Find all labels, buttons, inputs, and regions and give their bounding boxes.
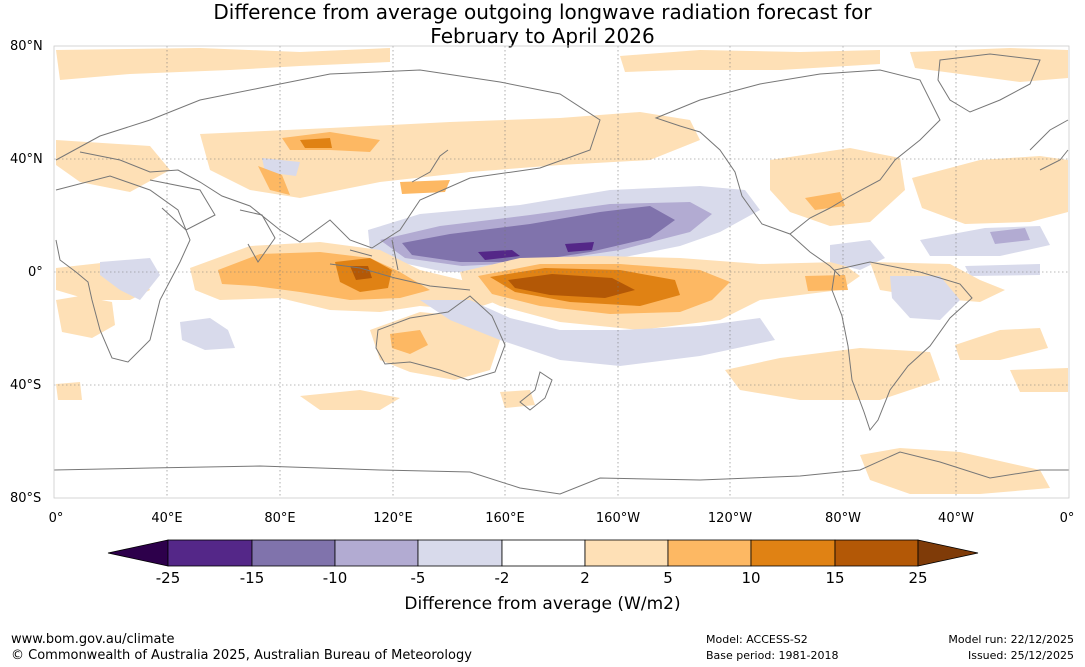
anomaly-region <box>56 48 390 80</box>
anomaly-region <box>912 156 1068 224</box>
colorbar-tick-label: 2 <box>580 569 590 587</box>
colorbar-bin-minus10 <box>334 539 419 567</box>
footer-base-period: Base period: 1981-2018 <box>706 649 839 662</box>
lat-label-40n: 40°N <box>10 152 43 167</box>
colorbar-tick-label: 15 <box>825 569 845 587</box>
lon-label-160w: 160°W <box>595 511 641 526</box>
title-line-1: Difference from average outgoing longwav… <box>213 0 872 24</box>
anomaly-region <box>910 48 1068 82</box>
anomaly-region <box>56 140 170 192</box>
anomaly-region <box>1010 368 1068 392</box>
lat-label-80s: 80°S <box>10 491 42 506</box>
lon-label-80e: 80°E <box>264 511 296 526</box>
map-frame <box>53 45 1070 499</box>
colorbar-bin-minus15 <box>251 539 336 567</box>
anomaly-region <box>420 300 775 366</box>
anomaly-region <box>620 50 880 72</box>
coastline-india <box>239 209 276 263</box>
anomaly-region <box>990 228 1030 244</box>
colorbar-tick-label: -25 <box>155 569 181 587</box>
lon-label-160e: 160°E <box>485 511 525 526</box>
lon-label-120e: 120°E <box>373 511 413 526</box>
anomaly-region <box>400 180 450 194</box>
lat-label-40s: 40°S <box>10 378 42 393</box>
coastline-greenland <box>937 53 1041 113</box>
anomaly-region <box>890 276 960 320</box>
lon-label-40w: 40°W <box>938 511 974 526</box>
anomaly-region <box>56 296 115 338</box>
colorbar-bin-5 <box>667 539 752 567</box>
coastlines <box>54 53 1069 495</box>
coastline-indonesia <box>329 239 471 291</box>
coastline-japan <box>411 149 449 183</box>
map-title: Difference from average outgoing longwav… <box>0 0 1085 48</box>
anomaly-region <box>725 348 940 400</box>
coastline-north-america <box>654 69 941 235</box>
anomaly-region <box>390 330 428 354</box>
anomaly-field <box>56 48 1068 494</box>
anomaly-region <box>920 226 1050 256</box>
map-gridlines <box>54 46 1069 498</box>
colorbar-bin-15 <box>834 539 919 567</box>
coastline-africa <box>55 175 191 363</box>
anomaly-region <box>100 258 160 300</box>
anomaly-region <box>56 382 82 400</box>
anomaly-region <box>180 318 235 350</box>
footer-website: www.bom.gov.au/climate <box>11 632 175 647</box>
title-line-2: February to April 2026 <box>430 24 655 48</box>
coastline-europe <box>1029 119 1069 171</box>
colorbar-bin-10 <box>750 539 836 567</box>
lat-label-80n: 80°N <box>10 39 43 54</box>
anomaly-region <box>478 250 520 260</box>
colorbar-tick-label: 10 <box>741 569 761 587</box>
anomaly-region <box>770 148 905 226</box>
lon-label-0-right: 0° <box>1059 511 1075 526</box>
coastline-antarctica <box>54 451 1069 495</box>
anomaly-region <box>508 274 635 298</box>
coastline-new-zealand <box>519 371 553 411</box>
colorbar-bin-minus5 <box>417 539 503 567</box>
colorbar-tick-label: 25 <box>908 569 928 587</box>
anomaly-region <box>955 328 1048 360</box>
coastline-eurasia <box>55 69 601 249</box>
anomaly-region <box>500 390 535 408</box>
colorbar-title: Difference from average (W/m2) <box>404 594 681 614</box>
colorbar-bin-neutral <box>501 539 586 567</box>
anomaly-region <box>402 206 675 262</box>
anomaly-region <box>805 275 848 291</box>
coastline-south-america <box>831 261 973 432</box>
anomaly-region <box>565 242 594 252</box>
lon-label-40e: 40°E <box>151 511 183 526</box>
footer-model: Model: ACCESS-S2 <box>706 633 808 646</box>
anomaly-region <box>965 264 1040 276</box>
anomaly-region <box>300 138 332 148</box>
colorbar-bin-2 <box>584 539 669 567</box>
colorbar-bin-minus25 <box>167 539 253 567</box>
footer-issued: Issued: 25/12/2025 <box>967 649 1074 662</box>
anomaly-region <box>860 448 1050 494</box>
lon-label-80w: 80°W <box>825 511 861 526</box>
coastline-arabia <box>149 179 216 231</box>
colorbar-underflow-triangle <box>107 539 169 567</box>
anomaly-region <box>300 390 400 410</box>
lon-label-120w: 120°W <box>707 511 753 526</box>
lon-label-0-left: 0° <box>48 511 64 526</box>
anomaly-region <box>258 166 290 195</box>
colorbar-tick-label: -15 <box>239 569 265 587</box>
colorbar-tick-label: 5 <box>663 569 673 587</box>
footer-model-run: Model run: 22/12/2025 <box>948 633 1074 646</box>
colorbar <box>107 539 979 567</box>
coastline-australia <box>375 295 506 381</box>
colorbar-tick-label: -5 <box>410 569 426 587</box>
colorbar-tick-label: -2 <box>494 569 510 587</box>
colorbar-tick-label: -10 <box>322 569 348 587</box>
lat-label-equator: 0° <box>28 265 43 280</box>
footer-copyright: © Commonwealth of Australia 2025, Austra… <box>11 648 472 663</box>
colorbar-overflow-triangle <box>917 539 979 567</box>
